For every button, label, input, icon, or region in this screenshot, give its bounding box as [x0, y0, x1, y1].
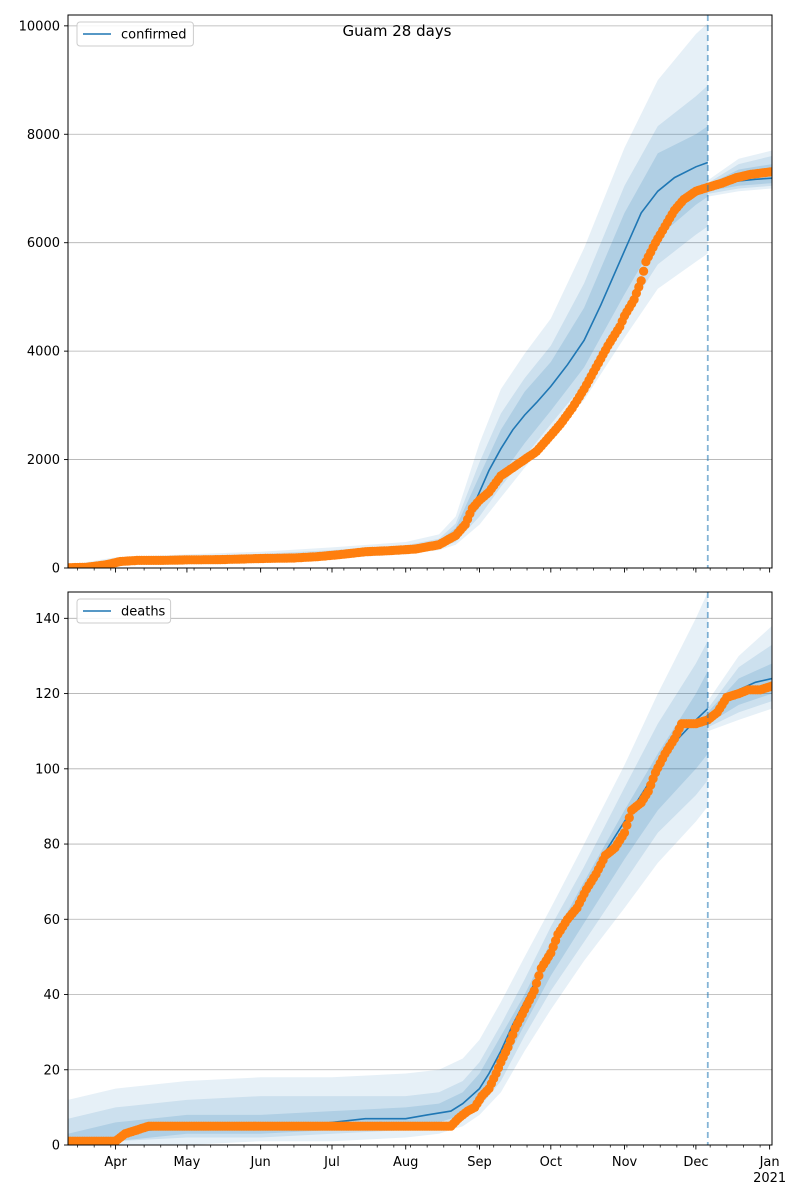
- observed-point: [531, 978, 542, 988]
- observed-point: [636, 276, 646, 286]
- observed-point: [639, 266, 649, 276]
- x-tick-label: May: [173, 1155, 200, 1170]
- observed-points: [68, 167, 772, 568]
- observed-point: [624, 813, 634, 823]
- y-tick-label: 100: [35, 762, 60, 777]
- observed-points: [68, 681, 772, 1145]
- legend-label: deaths: [121, 605, 166, 620]
- legend-label: confirmed: [121, 28, 187, 43]
- figure-title: Guam 28 days: [343, 22, 452, 40]
- plot-area: [68, 592, 772, 1145]
- uncertainty-band-middle: [68, 85, 708, 568]
- x-tick-label: Jan: [759, 1155, 780, 1170]
- observed-point: [767, 681, 772, 691]
- x-tick-label: Jun: [249, 1155, 270, 1170]
- observed-point: [529, 986, 539, 996]
- y-tick-label: 0: [52, 562, 60, 577]
- x-tick-label: Nov: [612, 1155, 638, 1170]
- legend-box: [76, 21, 194, 47]
- uncertainty-band-outer: [68, 592, 708, 1145]
- plot-area: [68, 15, 772, 568]
- observed-point: [534, 971, 544, 981]
- x-tick-sublabel: 2021: [753, 1171, 786, 1186]
- panel-confirmed: 0 2000 4000 6000 8000 10000 confirmed: [19, 14, 773, 577]
- y-tick-label: 2000: [27, 453, 60, 468]
- y-tick-label: 60: [43, 913, 60, 928]
- x-tick-label: Aug: [393, 1155, 418, 1170]
- observed-point: [619, 828, 630, 838]
- x-tick-label: Sep: [467, 1155, 492, 1170]
- y-tick-label: 0: [52, 1139, 60, 1154]
- y-tick-label: 20: [43, 1063, 60, 1078]
- x-tick-label: Oct: [540, 1155, 562, 1170]
- axes-frame: [67, 14, 773, 569]
- x-tick-label: Dec: [683, 1155, 708, 1170]
- y-tick-label: 120: [35, 687, 60, 702]
- y-tick-label: 140: [35, 612, 60, 627]
- y-tick-label: 80: [43, 838, 60, 853]
- y-tick-label: 40: [43, 988, 60, 1003]
- axes-frame: [67, 591, 773, 1146]
- legend-box: [76, 598, 172, 624]
- x-tick-label: Apr: [104, 1155, 127, 1170]
- observed-point: [767, 167, 772, 177]
- y-tick-label: 8000: [27, 128, 60, 143]
- panel-deaths: 0 20 40 60 80 100 120 140 Apr May Jun Jul Aug Sep Oct N…: [35, 591, 786, 1186]
- y-tick-label: 4000: [27, 345, 60, 360]
- observed-point: [622, 820, 632, 830]
- x-tick-label: Jul: [323, 1155, 340, 1170]
- y-tick-label: 10000: [19, 19, 60, 34]
- y-tick-label: 6000: [27, 236, 60, 251]
